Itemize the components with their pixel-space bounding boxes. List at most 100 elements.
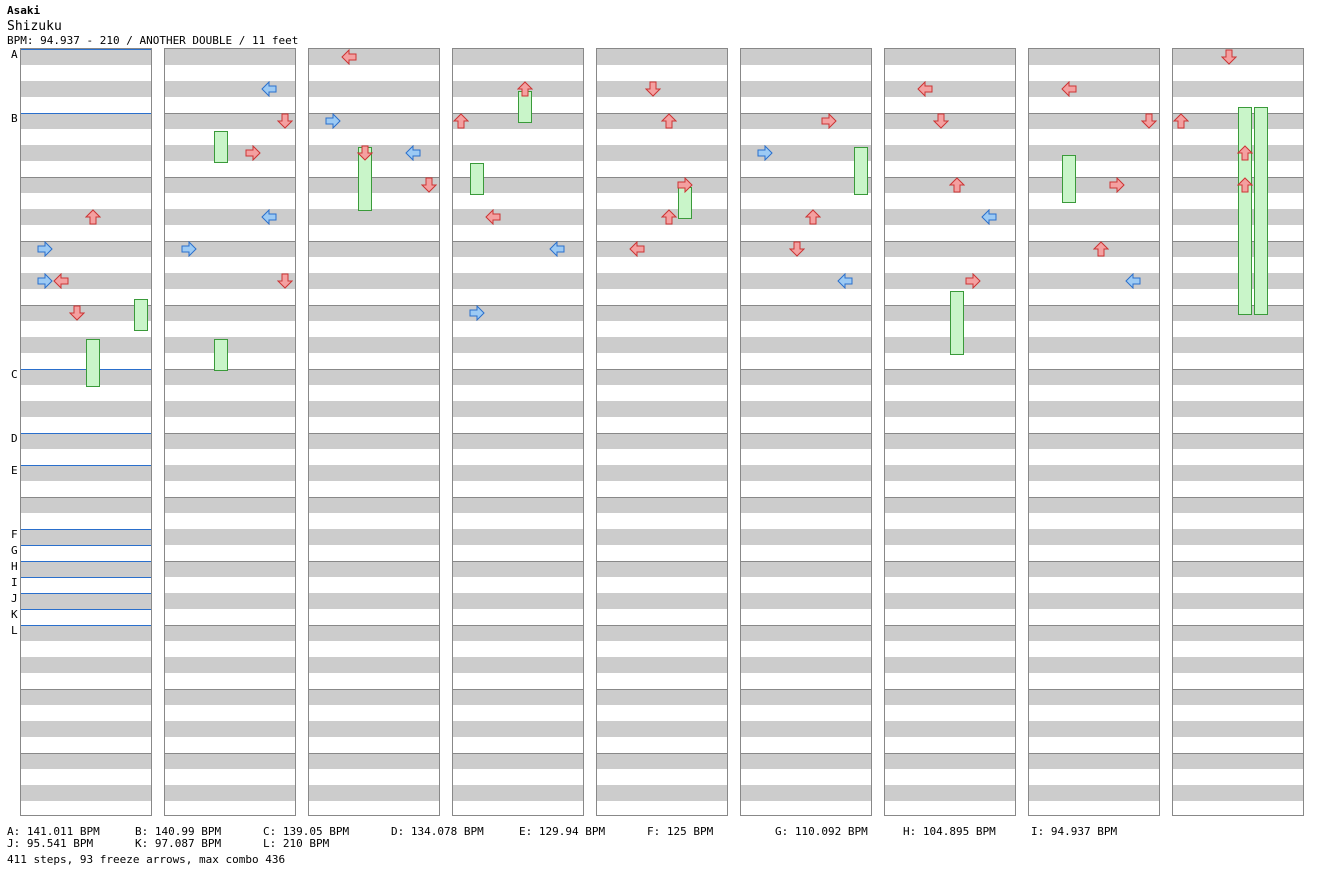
beat-band bbox=[21, 753, 151, 769]
beat-band bbox=[309, 625, 439, 641]
measure-line bbox=[885, 625, 1015, 626]
blue-step-arrow bbox=[837, 273, 853, 289]
measure-line bbox=[597, 241, 727, 242]
bpm-legend-h: H: 104.895 BPM bbox=[903, 825, 996, 838]
bpm-change-line bbox=[21, 609, 151, 610]
beat-band bbox=[741, 241, 871, 257]
measure-line bbox=[21, 497, 151, 498]
beat-band bbox=[165, 273, 295, 289]
beat-band bbox=[1029, 401, 1159, 417]
measure-line bbox=[309, 689, 439, 690]
beat-band bbox=[453, 689, 583, 705]
beat-band bbox=[21, 721, 151, 737]
artist-name: Asaki bbox=[7, 4, 41, 17]
freeze-arrow bbox=[1238, 107, 1252, 315]
beat-band bbox=[165, 177, 295, 193]
red-step-arrow bbox=[1237, 145, 1253, 161]
measure-line bbox=[309, 625, 439, 626]
beat-band bbox=[453, 145, 583, 161]
beat-band bbox=[21, 113, 151, 129]
beat-band bbox=[597, 785, 727, 801]
beat-band bbox=[597, 433, 727, 449]
beat-band bbox=[885, 497, 1015, 513]
red-step-arrow bbox=[1061, 81, 1077, 97]
measure-line bbox=[165, 369, 295, 370]
beat-band bbox=[453, 593, 583, 609]
beat-band bbox=[1029, 657, 1159, 673]
beat-band bbox=[597, 305, 727, 321]
bpm-change-line bbox=[21, 49, 151, 50]
measure-line bbox=[453, 305, 583, 306]
red-step-arrow bbox=[517, 81, 533, 97]
beat-band bbox=[1173, 753, 1303, 769]
freeze-arrow bbox=[950, 291, 964, 355]
beat-band bbox=[1173, 689, 1303, 705]
beat-band bbox=[165, 209, 295, 225]
beat-band bbox=[309, 465, 439, 481]
beat-band bbox=[885, 529, 1015, 545]
measure-line bbox=[741, 177, 871, 178]
blue-step-arrow bbox=[181, 241, 197, 257]
measure-line bbox=[309, 497, 439, 498]
bpm-marker-l: L bbox=[11, 624, 18, 637]
blue-step-arrow bbox=[261, 209, 277, 225]
beat-band bbox=[21, 273, 151, 289]
beat-band bbox=[741, 81, 871, 97]
beat-band bbox=[21, 529, 151, 545]
beat-band bbox=[309, 305, 439, 321]
bpm-legend-c: C: 139.05 BPM bbox=[263, 825, 350, 838]
measure-line bbox=[1029, 305, 1159, 306]
blue-step-arrow bbox=[261, 81, 277, 97]
beat-band bbox=[1173, 369, 1303, 385]
red-step-arrow bbox=[69, 305, 85, 321]
beat-band bbox=[165, 465, 295, 481]
bpm-marker-a: A bbox=[11, 48, 18, 61]
beat-band bbox=[1173, 81, 1303, 97]
red-step-arrow bbox=[661, 209, 677, 225]
measure-line bbox=[885, 689, 1015, 690]
beat-band bbox=[165, 145, 295, 161]
measure-line bbox=[309, 113, 439, 114]
bpm-legend-i: I: 94.937 BPM bbox=[1031, 825, 1118, 838]
measure-line bbox=[1029, 113, 1159, 114]
beat-band bbox=[453, 785, 583, 801]
red-step-arrow bbox=[1237, 177, 1253, 193]
red-step-arrow bbox=[341, 49, 357, 65]
measure-line bbox=[165, 113, 295, 114]
blue-step-arrow bbox=[757, 145, 773, 161]
beat-band bbox=[597, 497, 727, 513]
beat-band bbox=[453, 177, 583, 193]
measure-line bbox=[597, 561, 727, 562]
beat-band bbox=[165, 401, 295, 417]
beat-band bbox=[21, 81, 151, 97]
measure-line bbox=[597, 497, 727, 498]
beat-band bbox=[597, 561, 727, 577]
measure-line bbox=[1029, 625, 1159, 626]
beat-band bbox=[309, 369, 439, 385]
measure-line bbox=[885, 177, 1015, 178]
beat-band bbox=[885, 753, 1015, 769]
red-step-arrow bbox=[661, 113, 677, 129]
beat-band bbox=[1173, 657, 1303, 673]
beat-band bbox=[885, 433, 1015, 449]
measure-line bbox=[1173, 369, 1303, 370]
freeze-arrow bbox=[134, 299, 148, 331]
measure-line bbox=[885, 113, 1015, 114]
beat-band bbox=[1173, 593, 1303, 609]
beat-band bbox=[1029, 689, 1159, 705]
measure-line bbox=[1029, 753, 1159, 754]
measure-line bbox=[165, 433, 295, 434]
beat-band bbox=[597, 49, 727, 65]
beat-band bbox=[453, 241, 583, 257]
beat-band bbox=[1173, 721, 1303, 737]
measure-line bbox=[741, 689, 871, 690]
lane-3 bbox=[308, 48, 440, 816]
beat-band bbox=[1029, 369, 1159, 385]
beat-band bbox=[741, 177, 871, 193]
beat-band bbox=[453, 401, 583, 417]
beat-band bbox=[741, 369, 871, 385]
beat-band bbox=[453, 209, 583, 225]
measure-line bbox=[741, 497, 871, 498]
beat-band bbox=[597, 689, 727, 705]
bpm-marker-b: B bbox=[11, 112, 18, 125]
